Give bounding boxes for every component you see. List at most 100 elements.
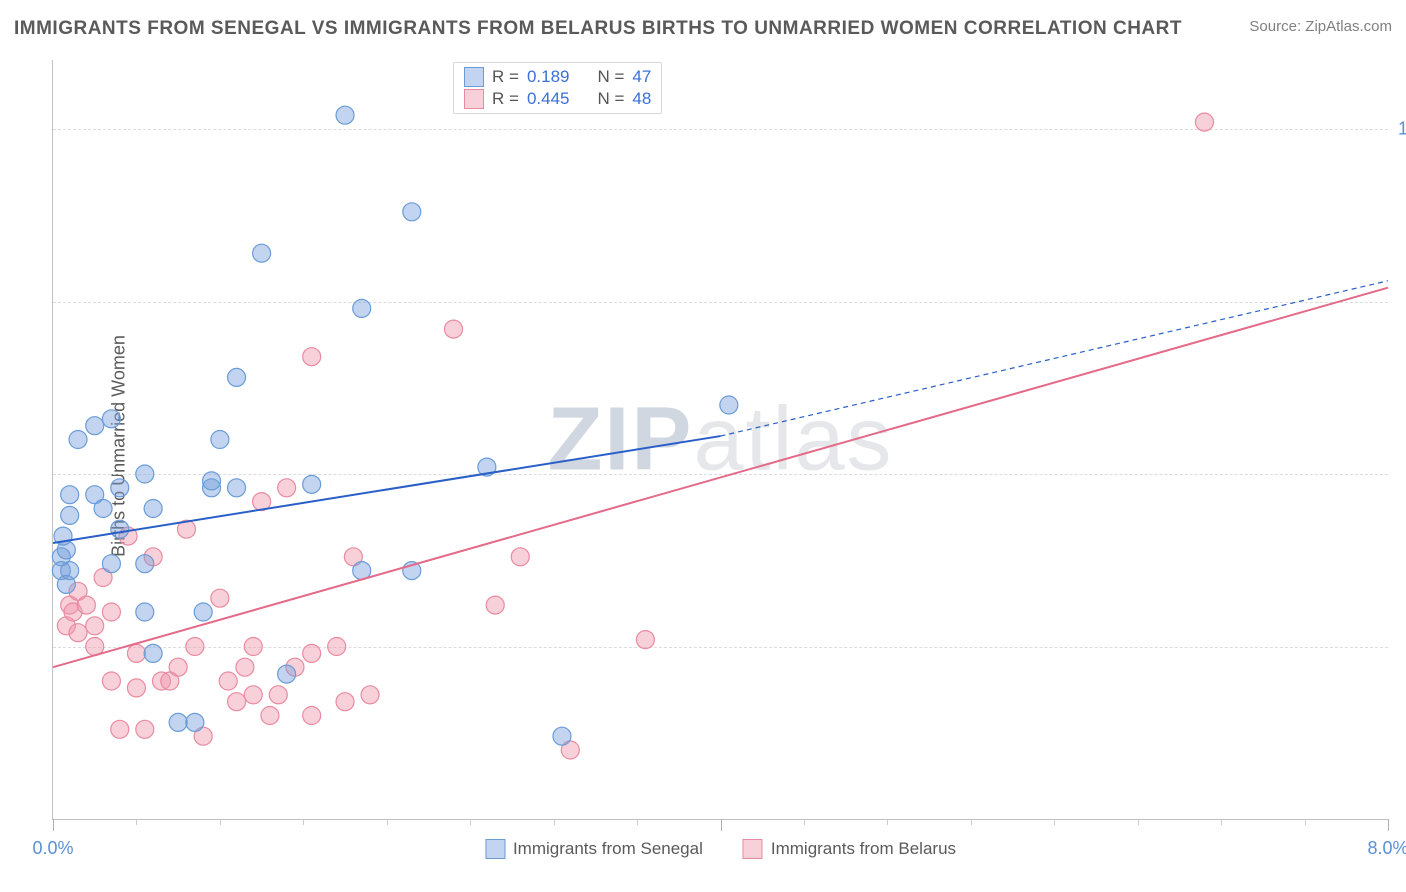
data-point [61, 506, 79, 524]
r-label: R = [492, 67, 519, 87]
data-point [69, 431, 87, 449]
x-tick-minor [1138, 819, 1139, 825]
data-point [136, 555, 154, 573]
swatch-senegal [485, 839, 505, 859]
legend-label-senegal: Immigrants from Senegal [513, 839, 703, 859]
r-label: R = [492, 89, 519, 109]
scatter-plot: ZIPatlas R = 0.189 N = 47 R = 0.445 N = … [52, 60, 1388, 820]
x-tick-minor [220, 819, 221, 825]
x-tick-major [1388, 819, 1389, 831]
data-point [136, 465, 154, 483]
data-point [303, 707, 321, 725]
data-point [228, 479, 246, 497]
data-point [278, 479, 296, 497]
data-point [186, 713, 204, 731]
data-point [102, 410, 120, 428]
data-point [328, 638, 346, 656]
data-point [169, 713, 187, 731]
n-value-senegal: 47 [632, 67, 651, 87]
swatch-senegal [464, 67, 484, 87]
swatch-belarus [464, 89, 484, 109]
data-point [169, 658, 187, 676]
legend-row-senegal: R = 0.189 N = 47 [464, 67, 651, 87]
x-tick-label: 8.0% [1367, 838, 1406, 859]
n-label: N = [597, 67, 624, 87]
data-point [336, 106, 354, 124]
data-point [228, 693, 246, 711]
data-point [303, 475, 321, 493]
legend-item-belarus: Immigrants from Belarus [743, 839, 956, 859]
data-point [336, 693, 354, 711]
data-point [86, 617, 104, 635]
data-point [553, 727, 571, 745]
data-point [111, 520, 129, 538]
x-tick-minor [1221, 819, 1222, 825]
data-point [211, 589, 229, 607]
legend-item-senegal: Immigrants from Senegal [485, 839, 703, 859]
x-tick-major [53, 819, 54, 831]
data-point [111, 720, 129, 738]
data-point [253, 244, 271, 262]
data-point [94, 500, 112, 518]
data-point [61, 562, 79, 580]
data-point [102, 603, 120, 621]
n-value-belarus: 48 [632, 89, 651, 109]
x-tick-label: 0.0% [32, 838, 73, 859]
data-point [86, 417, 104, 435]
data-point [361, 686, 379, 704]
data-point [244, 638, 262, 656]
data-point [303, 644, 321, 662]
data-point [278, 665, 296, 683]
data-point [186, 638, 204, 656]
data-point [69, 624, 87, 642]
data-point [228, 368, 246, 386]
x-tick-minor [554, 819, 555, 825]
series-legend: Immigrants from Senegal Immigrants from … [485, 839, 956, 859]
data-point [102, 672, 120, 690]
x-tick-major [721, 819, 722, 831]
data-point [77, 596, 95, 614]
r-value-senegal: 0.189 [527, 67, 570, 87]
x-tick-minor [136, 819, 137, 825]
data-point [244, 686, 262, 704]
data-point [61, 486, 79, 504]
trend-line [53, 436, 721, 543]
plot-svg [53, 60, 1388, 819]
legend-label-belarus: Immigrants from Belarus [771, 839, 956, 859]
data-point [720, 396, 738, 414]
data-point [303, 348, 321, 366]
data-point [127, 644, 145, 662]
trend-line [721, 281, 1389, 436]
data-point [203, 472, 221, 490]
data-point [144, 644, 162, 662]
chart-title: IMMIGRANTS FROM SENEGAL VS IMMIGRANTS FR… [14, 18, 1182, 40]
x-tick-minor [887, 819, 888, 825]
data-point [636, 631, 654, 649]
data-point [236, 658, 254, 676]
x-tick-minor [470, 819, 471, 825]
y-tick-label: 100.0% [1398, 119, 1406, 140]
y-tick-label: 50.0% [1398, 464, 1406, 485]
data-point [269, 686, 287, 704]
data-point [136, 603, 154, 621]
data-point [136, 720, 154, 738]
data-point [353, 299, 371, 317]
data-point [127, 679, 145, 697]
data-point [486, 596, 504, 614]
x-tick-minor [971, 819, 972, 825]
data-point [511, 548, 529, 566]
y-tick-label: 75.0% [1398, 291, 1406, 312]
legend-row-belarus: R = 0.445 N = 48 [464, 89, 651, 109]
data-point [445, 320, 463, 338]
y-tick-label: 25.0% [1398, 636, 1406, 657]
x-tick-minor [804, 819, 805, 825]
swatch-belarus [743, 839, 763, 859]
data-point [144, 500, 162, 518]
source-link[interactable]: ZipAtlas.com [1305, 18, 1392, 35]
data-point [403, 203, 421, 221]
data-point [211, 431, 229, 449]
x-tick-minor [637, 819, 638, 825]
data-point [261, 707, 279, 725]
trend-line [53, 288, 1388, 668]
correlation-legend: R = 0.189 N = 47 R = 0.445 N = 48 [453, 62, 662, 114]
